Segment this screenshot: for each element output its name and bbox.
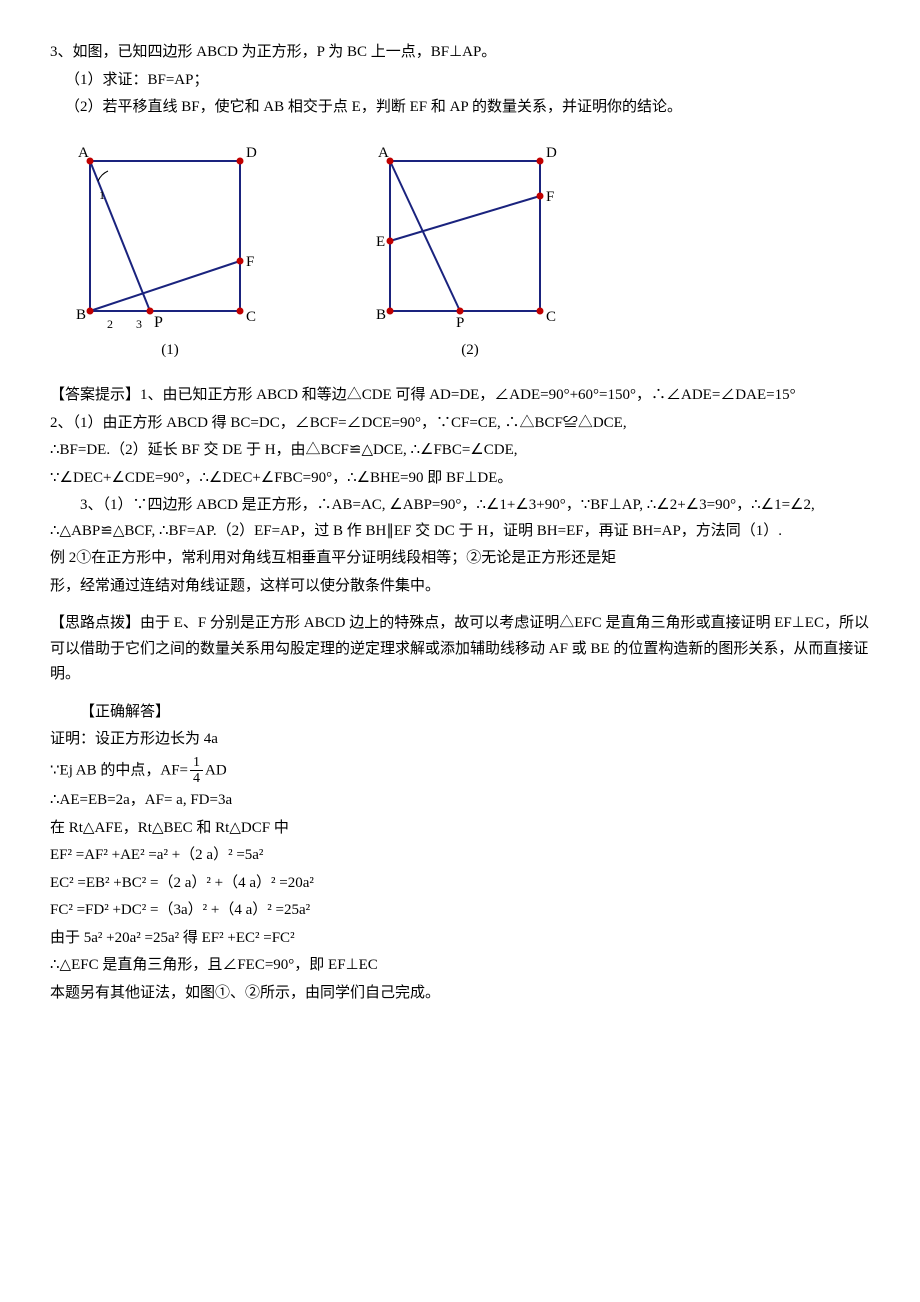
answer-2-1: 2、（1）由正方形 ABCD 得 BC=DC，∠BCF=∠DCE=90°，∵CF…	[50, 411, 870, 437]
svg-text:B: B	[376, 307, 386, 323]
solution-s9: 本题另有其他证法，如图①、②所示，由同学们自己完成。	[50, 981, 870, 1007]
answers-block: 【答案提示】1、由已知正方形 ABCD 和等边△CDE 可得 AD=DE，∠AD…	[50, 383, 870, 409]
solution-heading: 【正确解答】	[50, 700, 870, 726]
svg-text:P: P	[456, 315, 464, 331]
svg-text:A: A	[378, 145, 389, 161]
example2-1: 例 2①在正方形中，常利用对角线互相垂直平分证明线段相等；②无论是正方形还是矩	[50, 546, 870, 572]
answer-2-2: ∴BF=DE.（2）延长 BF 交 DE 于 H，由△BCF≌△DCE, ∴∠F…	[50, 438, 870, 464]
fraction: 14	[190, 755, 203, 787]
solution-s1: ∵Ej AB 的中点，AF=14AD	[50, 755, 870, 787]
svg-text:D: D	[246, 145, 257, 161]
svg-text:3: 3	[136, 317, 142, 331]
solution-s0: 证明：设正方形边长为 4a	[50, 727, 870, 753]
svg-text:1: 1	[99, 188, 105, 202]
figure-2-svg: A D B C P F E	[370, 141, 570, 336]
frac-den: 4	[190, 771, 203, 786]
thought-text: 由于 E、F 分别是正方形 ABCD 边上的特殊点，故可以考虑证明△EFC 是直…	[50, 615, 869, 682]
svg-text:F: F	[546, 189, 554, 205]
figure-2-caption: (2)	[461, 338, 479, 364]
svg-text:D: D	[546, 145, 557, 161]
solution-s5: EC² =EB² +BC² =（2 a）² +（4 a）² =20a²	[50, 871, 870, 897]
svg-text:2: 2	[107, 317, 113, 331]
figure-1-caption: (1)	[161, 338, 179, 364]
solution-s8: ∴△EFC 是直角三角形，且∠FEC=90°，即 EF⊥EC	[50, 953, 870, 979]
answers-heading: 【答案提示】	[50, 387, 140, 403]
svg-text:C: C	[546, 309, 556, 325]
solution-s6: FC² =FD² +DC² =（3a）² +（4 a）² =25a²	[50, 898, 870, 924]
figures-row: A D B C P F 1 2 3 (1) A D B C P F E (2)	[70, 141, 870, 364]
solution-s3: 在 Rt△AFE，Rt△BEC 和 Rt△DCF 中	[50, 816, 870, 842]
example2-2: 形，经常通过连结对角线证题，这样可以使分散条件集中。	[50, 574, 870, 600]
figure-2: A D B C P F E (2)	[370, 141, 570, 364]
figure-1-svg: A D B C P F 1 2 3	[70, 141, 270, 336]
solution-s7: 由于 5a² +20a² =25a² 得 EF² +EC² =FC²	[50, 926, 870, 952]
thought-block: 【思路点拨】由于 E、F 分别是正方形 ABCD 边上的特殊点，故可以考虑证明△…	[50, 611, 870, 688]
answer-1: 1、由已知正方形 ABCD 和等边△CDE 可得 AD=DE，∠ADE=90°+…	[140, 387, 796, 403]
s1-pre: ∵Ej AB 的中点，AF=	[50, 762, 188, 778]
svg-text:B: B	[76, 307, 86, 323]
solution-s2: ∴AE=EB=2a，AF= a, FD=3a	[50, 788, 870, 814]
svg-text:A: A	[78, 145, 89, 161]
answer-2-3: ∵∠DEC+∠CDE=90°，∴∠DEC+∠FBC=90°，∴∠BHE=90 即…	[50, 466, 870, 492]
svg-text:P: P	[154, 314, 163, 331]
figure-1: A D B C P F 1 2 3 (1)	[70, 141, 270, 364]
problem-part1: （1）求证：BF=AP；	[50, 68, 870, 94]
thought-heading: 【思路点拨】	[50, 615, 140, 631]
svg-text:C: C	[246, 309, 256, 325]
answer-3-1: 3、（1）∵四边形 ABCD 是正方形，∴AB=AC, ∠ABP=90°，∴∠1…	[50, 493, 870, 544]
svg-text:F: F	[246, 254, 254, 270]
frac-num: 1	[190, 755, 203, 771]
s1-post: AD	[205, 762, 227, 778]
problem-intro: 3、如图，已知四边形 ABCD 为正方形，P 为 BC 上一点，BF⊥AP。	[50, 40, 870, 66]
svg-text:E: E	[376, 234, 385, 250]
solution-s4: EF² =AF² +AE² =a² +（2 a）² =5a²	[50, 843, 870, 869]
problem-part2: （2）若平移直线 BF，使它和 AB 相交于点 E，判断 EF 和 AP 的数量…	[50, 95, 870, 121]
